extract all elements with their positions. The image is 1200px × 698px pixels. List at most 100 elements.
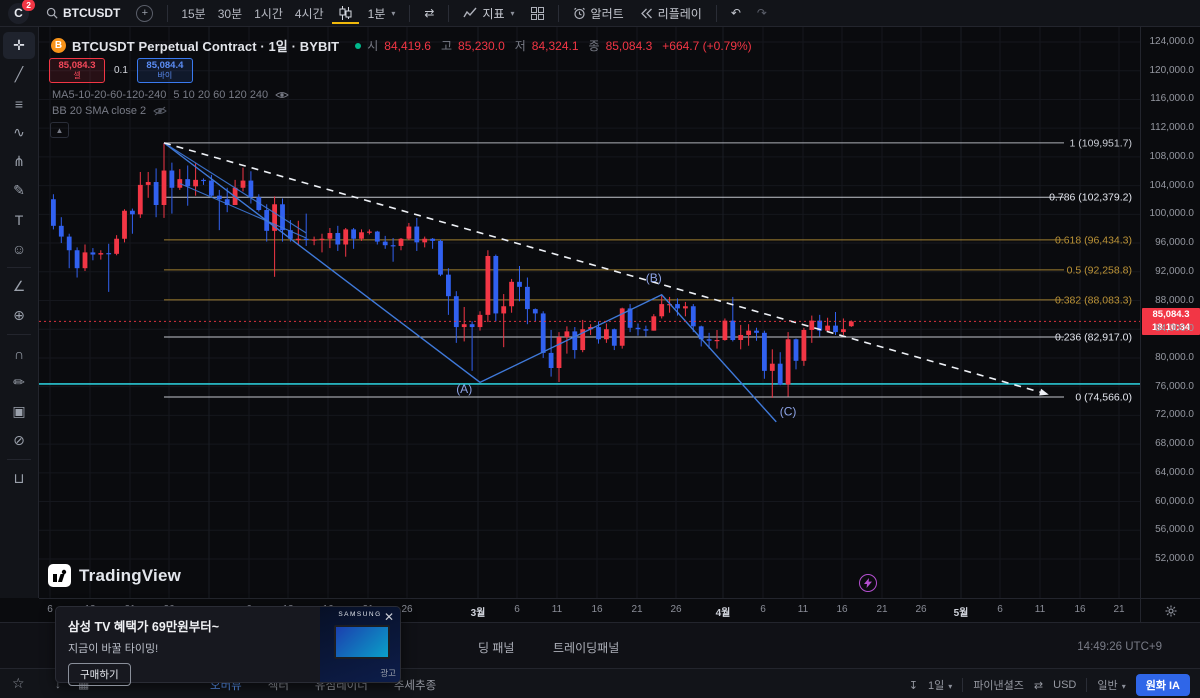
ad-cta-button[interactable]: 구매하기 <box>68 663 131 686</box>
panel-tab-trading-panel[interactable]: 트레이딩패널 <box>553 641 620 655</box>
financials-button[interactable]: 파이낸셜즈 <box>973 680 1024 692</box>
crosshair-tool[interactable]: ✛ <box>3 32 35 59</box>
compare-button[interactable]: ⇄ <box>417 3 441 23</box>
interval-button-15분[interactable]: 15분 <box>181 6 206 21</box>
sell-price: 85,084.3 <box>58 59 96 71</box>
layout-grid-button[interactable] <box>524 4 551 23</box>
time-axis-label: 16 <box>1074 604 1086 615</box>
price-axis-label: 80,000.0 <box>1155 351 1194 363</box>
chevron-down-icon: ▾ <box>510 8 515 18</box>
symbol-title[interactable]: BTCUSDT Perpetual Contract · 1일 · BYBIT <box>72 39 340 54</box>
statusbar-chip[interactable]: 원화 IA <box>1135 674 1190 696</box>
sell-button[interactable]: 85,084.3 셀 <box>49 58 105 83</box>
magnet-tool[interactable]: ∩ <box>13 345 25 362</box>
legend-collapse-button[interactable]: ▲ <box>50 122 69 138</box>
statusbar-tab-추세추종[interactable]: 추세추종 <box>393 680 437 692</box>
price-axis-label: 56,000.0 <box>1155 524 1194 536</box>
delete-drawings-tool[interactable]: ⊔ <box>13 470 25 486</box>
ad-close-icon[interactable]: ✕ <box>383 610 394 624</box>
price-axis-label: 76,000.0 <box>1155 380 1194 392</box>
download-icon[interactable]: ↓ <box>55 677 61 691</box>
chart-area[interactable]: 1 (109,951.7) 0.786 (102,379.2) 0.618 (96,… <box>39 27 1140 598</box>
candlestick-chart[interactable]: 1 (109,951.7) 0.786 (102,379.2) 0.618 (96,… <box>39 27 1140 598</box>
buy-button[interactable]: 85,084.4 바이 <box>136 58 193 83</box>
undo-button[interactable]: ↶ <box>724 3 748 23</box>
price-axis-label: 68,000.0 <box>1155 438 1194 450</box>
undo-icon: ↶ <box>730 6 741 20</box>
app-logo[interactable]: C 2 <box>8 0 35 24</box>
lock-tool[interactable]: ▣ <box>12 403 26 419</box>
redo-button[interactable]: ↷ <box>750 3 774 23</box>
buy-price: 85,084.4 <box>146 59 184 71</box>
price-axis-label: 72,000.0 <box>1155 409 1194 421</box>
price-axis-label: 96,000.0 <box>1155 237 1194 249</box>
fib-retracement-tool[interactable]: ≡ <box>14 95 24 112</box>
divider <box>962 678 964 692</box>
quantity-value[interactable]: 0.1 <box>114 65 128 76</box>
price-axis-label: 84,000.0 <box>1155 323 1194 335</box>
range-dropdown[interactable]: 1일 ▾ <box>927 680 953 692</box>
indicators-icon <box>463 7 477 18</box>
visibility-eye-icon[interactable] <box>275 90 289 100</box>
statusbar-tab-섹터[interactable]: 섹터 <box>267 680 289 692</box>
boost-icon[interactable] <box>859 574 877 592</box>
time-axis-label: 21 <box>1113 604 1125 615</box>
visibility-eye-off-icon[interactable] <box>153 106 167 116</box>
ma-indicator-row[interactable]: MA5-10-20-60-120-240 5 10 20 60 120 240 <box>52 89 289 101</box>
indicators-button[interactable]: 지표 ▾ <box>456 2 521 25</box>
svg-text:0.382 (88,083.3): 0.382 (88,083.3) <box>1055 294 1132 306</box>
scale-dropdown[interactable]: 일반 ▾ <box>1097 680 1126 692</box>
ad-banner: 삼성 TV 혜택가 69만원부터~ 지금이 바꿀 타이밍! 구매하기 SAMSU… <box>55 606 401 686</box>
currency-label[interactable]: USD <box>1053 679 1077 691</box>
trendline-tool[interactable]: ╱ <box>14 66 24 82</box>
ad-image[interactable]: SAMSUNG 광고 <box>320 607 400 682</box>
text-tool[interactable]: T <box>14 211 24 228</box>
hide-drawings-tool[interactable]: ⊘ <box>13 432 25 448</box>
axis-settings-corner[interactable] <box>1140 598 1200 623</box>
replay-button[interactable]: 리플레이 <box>633 2 709 25</box>
interval-button-1시간[interactable]: 1시간 <box>254 6 283 21</box>
compare-icon: ⇄ <box>424 6 435 20</box>
time-axis-label: 6 <box>997 604 1003 615</box>
price-axis-label: 104,000.0 <box>1149 179 1195 191</box>
price-axis-label: 60,000.0 <box>1155 495 1194 507</box>
draw-mode-tool[interactable]: ✏ <box>13 374 25 390</box>
panel-tab-trading[interactable]: 딩 패널 <box>478 641 515 655</box>
pitchfork-tool[interactable]: ⋔ <box>13 153 25 169</box>
interval-button-30분[interactable]: 30분 <box>217 6 243 21</box>
time-axis-label: 5월 <box>953 608 969 619</box>
interval-dropdown-label: 1분 <box>367 6 386 21</box>
price-axis-label: 124,000.0 <box>1149 36 1195 47</box>
bb-indicator-row[interactable]: BB 20 SMA close 2 <box>52 105 167 117</box>
high-value: 85,230.0 <box>458 38 505 53</box>
toolbar-divider <box>7 459 31 460</box>
favorites-star-icon[interactable]: ☆ <box>12 675 25 691</box>
chart-type-candles-button[interactable] <box>331 3 359 24</box>
interval-button-4시간[interactable]: 4시간 <box>294 6 324 21</box>
svg-text:0.618 (96,434.3): 0.618 (96,434.3) <box>1055 234 1132 246</box>
statusbar-tab-유심레이더[interactable]: 유심레이더 <box>314 680 368 692</box>
price-axis-label: 112,000.0 <box>1150 122 1194 134</box>
measure-tool[interactable]: ∠ <box>12 278 26 294</box>
symbol-search-button[interactable]: BTCUSDT <box>39 3 127 23</box>
export-icon[interactable]: ↧ <box>908 679 918 692</box>
notification-badge: 2 <box>22 0 35 11</box>
toolbar-divider <box>7 267 31 268</box>
svg-text:(A): (A) <box>456 382 472 396</box>
bb-indicator-label: BB 20 SMA close 2 <box>52 105 147 117</box>
emoji-tool[interactable]: ☺ <box>11 240 27 257</box>
interval-dropdown[interactable]: 1분 ▾ <box>361 2 403 25</box>
currency-swap-icon[interactable]: ⇄ <box>1033 679 1044 692</box>
alert-button[interactable]: 알러트 <box>566 2 631 25</box>
statusbar-tab-오버뷰[interactable]: 오버뷰 <box>210 680 242 692</box>
zoom-tool[interactable]: ⊕ <box>13 307 25 323</box>
grid-view-icon[interactable]: ▦ <box>78 677 90 691</box>
replay-icon <box>640 8 652 18</box>
price-axis[interactable]: 85,084.3 18:10:34 124,000.0 120,000.0 116,… <box>1140 27 1200 598</box>
add-symbol-button[interactable]: + <box>129 2 160 25</box>
price-axis-label: 64,000.0 <box>1155 466 1194 478</box>
time-axis-label: 26 <box>670 604 682 615</box>
pattern-tool[interactable]: ∿ <box>13 124 25 140</box>
brush-tool[interactable]: ✎ <box>13 182 25 198</box>
